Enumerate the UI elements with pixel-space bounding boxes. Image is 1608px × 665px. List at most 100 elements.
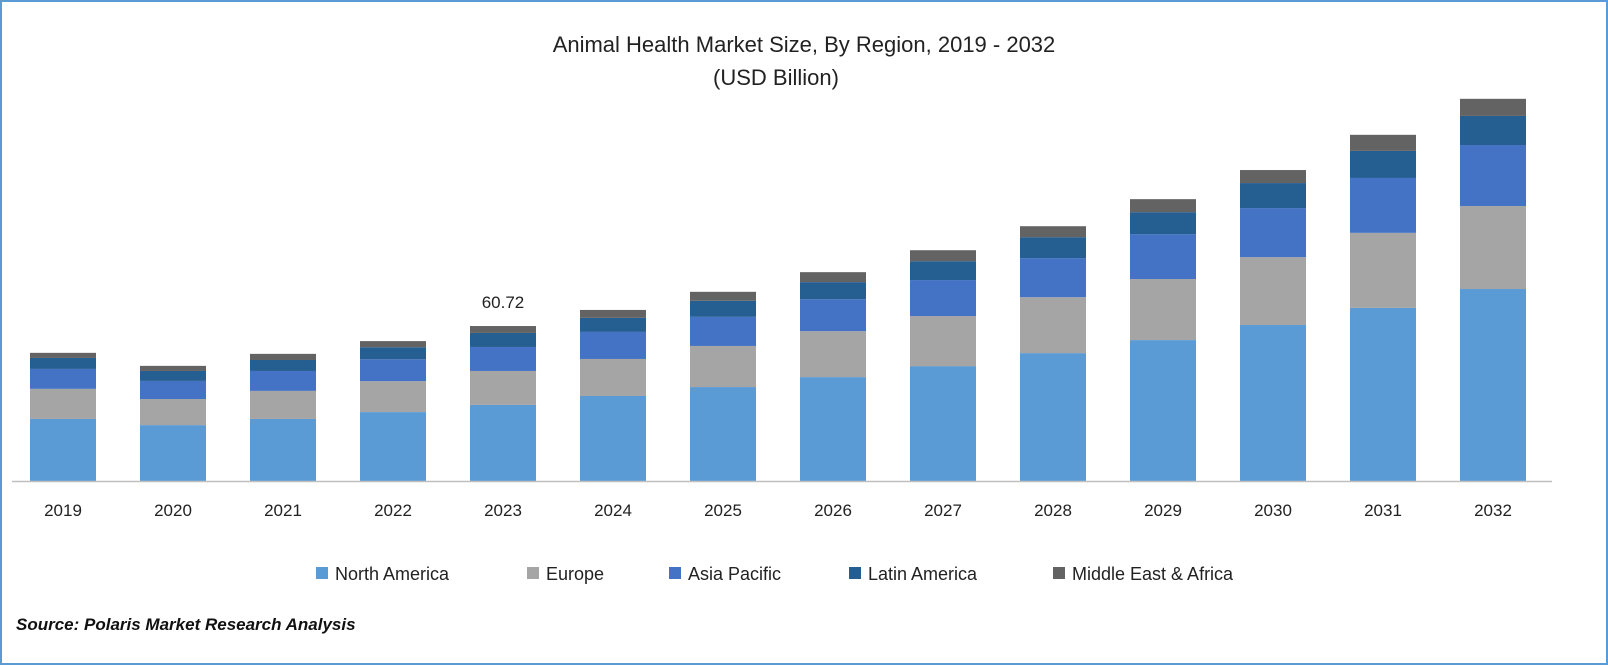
bar-segment-latin-america-2032 bbox=[1460, 115, 1526, 146]
bar-segment-latin-america-2026 bbox=[800, 282, 866, 300]
bar-segment-europe-2028 bbox=[1020, 297, 1086, 354]
bar-segment-asia-pacific-2030 bbox=[1240, 208, 1306, 258]
legend-item: Middle East & Africa bbox=[1053, 564, 1234, 584]
legend-item: Asia Pacific bbox=[669, 564, 781, 584]
bar-segment-north-america-2027 bbox=[910, 366, 976, 481]
legend-swatch bbox=[527, 567, 539, 579]
chart-title: Animal Health Market Size, By Region, 20… bbox=[553, 32, 1056, 57]
bar-segment-middle-east-africa-2022 bbox=[360, 341, 426, 348]
bar-segment-asia-pacific-2025 bbox=[690, 316, 756, 346]
bar-segment-europe-2031 bbox=[1350, 232, 1416, 308]
bar-segment-north-america-2023 bbox=[470, 404, 536, 481]
x-tick-label: 2024 bbox=[594, 501, 632, 520]
x-tick-label: 2021 bbox=[264, 501, 302, 520]
bar-segment-north-america-2020 bbox=[140, 425, 206, 481]
bar-segment-asia-pacific-2022 bbox=[360, 359, 426, 382]
x-tick-label: 2025 bbox=[704, 501, 742, 520]
legend-label: Asia Pacific bbox=[688, 564, 781, 584]
legend-swatch bbox=[1053, 567, 1065, 579]
bar-segment-middle-east-africa-2019 bbox=[30, 352, 96, 358]
x-tick-label: 2023 bbox=[484, 501, 522, 520]
bar-segment-europe-2025 bbox=[690, 345, 756, 388]
bar-segment-middle-east-africa-2021 bbox=[250, 353, 316, 360]
bar-segment-asia-pacific-2020 bbox=[140, 380, 206, 400]
legend-swatch bbox=[669, 567, 681, 579]
bar-segment-middle-east-africa-2029 bbox=[1130, 199, 1196, 213]
x-tick-label: 2029 bbox=[1144, 501, 1182, 520]
x-tick-label: 2027 bbox=[924, 501, 962, 520]
x-tick-label: 2019 bbox=[44, 501, 82, 520]
legend-item: North America bbox=[316, 564, 450, 584]
bar-segment-europe-2030 bbox=[1240, 257, 1306, 326]
bar-segment-asia-pacific-2024 bbox=[580, 331, 646, 359]
bar-segment-europe-2024 bbox=[580, 358, 646, 396]
bar-segment-latin-america-2027 bbox=[910, 261, 976, 281]
bar-segment-latin-america-2030 bbox=[1240, 183, 1306, 209]
bar-segment-north-america-2029 bbox=[1130, 340, 1196, 481]
bar-segment-asia-pacific-2031 bbox=[1350, 177, 1416, 233]
bar-segment-asia-pacific-2019 bbox=[30, 368, 96, 389]
bar-segment-latin-america-2023 bbox=[470, 332, 536, 347]
legend-swatch bbox=[849, 567, 861, 579]
bar-segment-middle-east-africa-2030 bbox=[1240, 170, 1306, 184]
legend-label: Latin America bbox=[868, 564, 978, 584]
bar-segment-north-america-2022 bbox=[360, 412, 426, 481]
bar-segment-asia-pacific-2027 bbox=[910, 280, 976, 317]
bar-segment-latin-america-2024 bbox=[580, 317, 646, 332]
bar-segment-north-america-2019 bbox=[30, 418, 96, 481]
bar-segment-europe-2026 bbox=[800, 331, 866, 378]
bar-segment-europe-2032 bbox=[1460, 206, 1526, 290]
bar-segment-middle-east-africa-2032 bbox=[1460, 98, 1526, 116]
bar-segment-middle-east-africa-2031 bbox=[1350, 134, 1416, 151]
bar-segment-north-america-2028 bbox=[1020, 353, 1086, 481]
bar-segment-latin-america-2029 bbox=[1130, 212, 1196, 235]
bar-segment-asia-pacific-2021 bbox=[250, 370, 316, 391]
source-note: Source: Polaris Market Research Analysis bbox=[16, 615, 356, 634]
bar-segment-latin-america-2021 bbox=[250, 359, 316, 371]
bar-segment-north-america-2030 bbox=[1240, 325, 1306, 481]
bar-segment-asia-pacific-2029 bbox=[1130, 234, 1196, 280]
bar-segment-latin-america-2028 bbox=[1020, 237, 1086, 259]
x-tick-label: 2031 bbox=[1364, 501, 1402, 520]
bar-segment-europe-2022 bbox=[360, 381, 426, 413]
bar-segment-latin-america-2025 bbox=[690, 300, 756, 317]
bar-segment-asia-pacific-2026 bbox=[800, 299, 866, 332]
bar-segment-north-america-2026 bbox=[800, 377, 866, 481]
bar-segment-middle-east-africa-2026 bbox=[800, 272, 866, 283]
bar-segment-latin-america-2019 bbox=[30, 357, 96, 369]
x-tick-label: 2028 bbox=[1034, 501, 1072, 520]
bar-segment-europe-2019 bbox=[30, 388, 96, 419]
bar-segment-middle-east-africa-2028 bbox=[1020, 226, 1086, 238]
bar-segment-europe-2029 bbox=[1130, 279, 1196, 341]
bar-segment-europe-2021 bbox=[250, 390, 316, 419]
x-tick-label: 2032 bbox=[1474, 501, 1512, 520]
bar-segment-asia-pacific-2032 bbox=[1460, 145, 1526, 207]
bar-segment-latin-america-2022 bbox=[360, 347, 426, 360]
bar-segment-latin-america-2020 bbox=[140, 370, 206, 381]
x-tick-label: 2022 bbox=[374, 501, 412, 520]
legend-label: Europe bbox=[546, 564, 604, 584]
data-label: 60.72 bbox=[482, 293, 525, 312]
legend-item: Europe bbox=[527, 564, 604, 584]
bar-segment-europe-2023 bbox=[470, 370, 536, 405]
x-tick-label: 2030 bbox=[1254, 501, 1292, 520]
x-tick-label: 2020 bbox=[154, 501, 192, 520]
bar-segment-north-america-2032 bbox=[1460, 289, 1526, 481]
bar-segment-middle-east-africa-2027 bbox=[910, 250, 976, 262]
bar-segment-north-america-2024 bbox=[580, 395, 646, 481]
bar-segment-europe-2027 bbox=[910, 316, 976, 367]
bar-segment-north-america-2021 bbox=[250, 418, 316, 481]
bar-segment-north-america-2031 bbox=[1350, 307, 1416, 481]
bar-segment-middle-east-africa-2023 bbox=[470, 326, 536, 333]
bar-segment-europe-2020 bbox=[140, 399, 206, 426]
legend-swatch bbox=[316, 567, 328, 579]
chart-subtitle: (USD Billion) bbox=[713, 65, 839, 90]
bar-segment-north-america-2025 bbox=[690, 387, 756, 481]
bar-segment-asia-pacific-2023 bbox=[470, 346, 536, 371]
x-tick-label: 2026 bbox=[814, 501, 852, 520]
bar-segment-asia-pacific-2028 bbox=[1020, 258, 1086, 298]
bar-segment-middle-east-africa-2025 bbox=[690, 291, 756, 301]
legend-label: North America bbox=[335, 564, 450, 584]
